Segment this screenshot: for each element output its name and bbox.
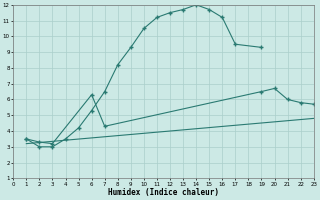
X-axis label: Humidex (Indice chaleur): Humidex (Indice chaleur): [108, 188, 219, 197]
